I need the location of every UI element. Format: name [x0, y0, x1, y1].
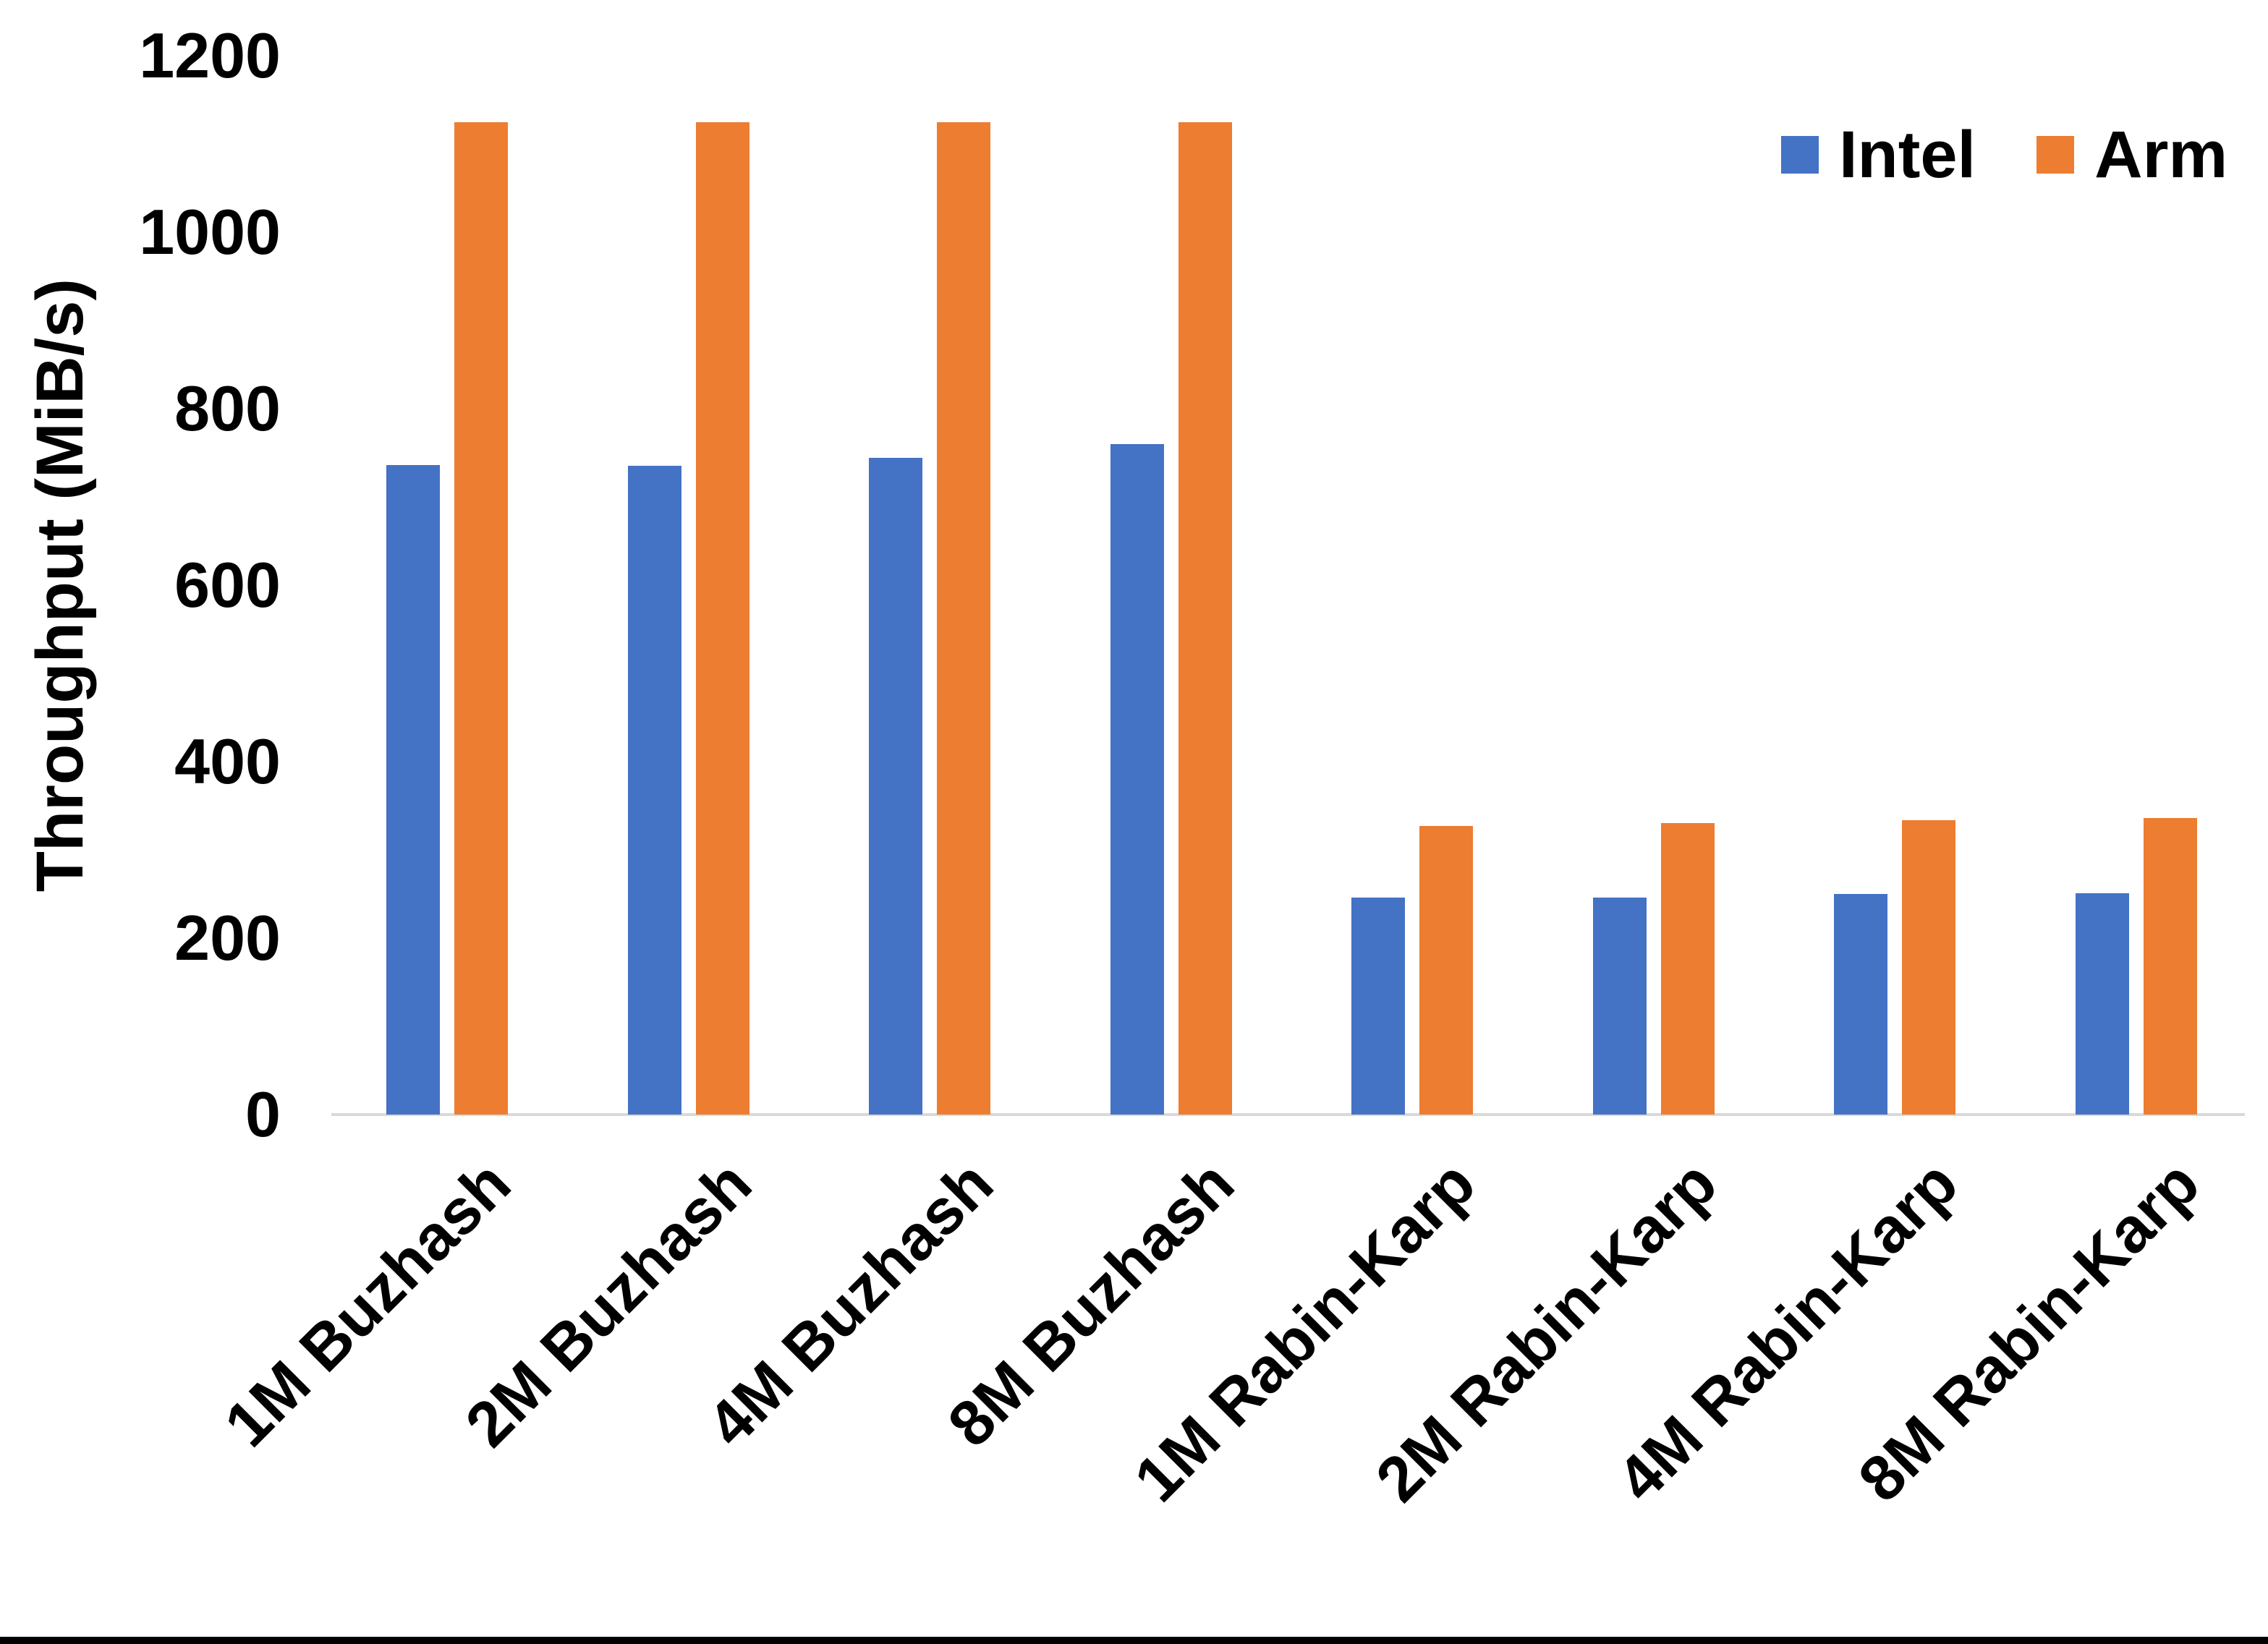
legend-item-arm: Arm — [2036, 122, 2227, 188]
legend-label-intel: Intel — [1839, 118, 1976, 192]
bar-intel-7 — [1834, 894, 1887, 1115]
bar-arm-8 — [2143, 818, 2197, 1115]
legend-item-intel: Intel — [1781, 122, 1976, 188]
y-tick-label-400: 400 — [174, 725, 281, 797]
arm-swatch-icon — [2036, 136, 2075, 174]
bar-arm-7 — [1902, 819, 1955, 1115]
intel-swatch-icon — [1781, 136, 1819, 174]
y-tick-label-1200: 1200 — [139, 20, 281, 91]
bar-arm-6 — [1660, 823, 1715, 1115]
bar-intel-2 — [627, 466, 681, 1115]
bar-intel-3 — [869, 458, 922, 1115]
bar-intel-5 — [1351, 897, 1405, 1115]
bar-intel-6 — [1592, 897, 1647, 1115]
legend: Intel Arm — [1781, 122, 2227, 188]
y-axis-title: Throughput (MiB/s) — [22, 278, 97, 893]
y-tick-label-600: 600 — [174, 549, 281, 621]
bar-arm-3 — [937, 122, 990, 1115]
y-tick-label-200: 200 — [174, 902, 281, 974]
bar-intel-8 — [2075, 893, 2129, 1115]
bar-intel-4 — [1110, 443, 1164, 1115]
bar-arm-4 — [1178, 122, 1232, 1115]
bar-arm-1 — [454, 122, 508, 1115]
y-tick-label-0: 0 — [245, 1078, 281, 1150]
bottom-border — [0, 1637, 2268, 1644]
bar-arm-2 — [695, 122, 749, 1115]
bar-intel-1 — [386, 465, 440, 1115]
x-axis-line — [331, 1113, 2245, 1116]
legend-label-arm: Arm — [2094, 118, 2228, 192]
y-tick-label-800: 800 — [174, 372, 281, 444]
y-tick-label-1000: 1000 — [139, 196, 281, 268]
bar-arm-5 — [1419, 826, 1473, 1115]
